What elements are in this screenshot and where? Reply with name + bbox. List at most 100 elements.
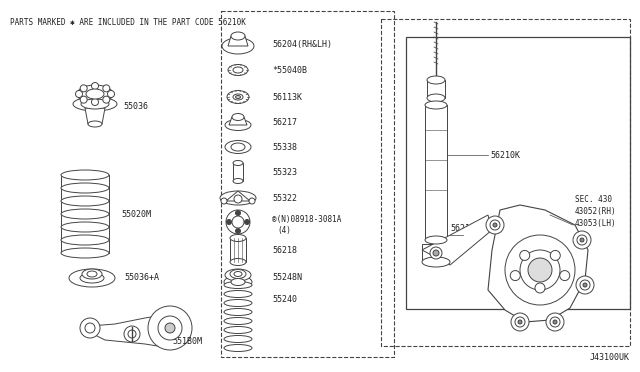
- Polygon shape: [488, 205, 588, 322]
- Ellipse shape: [228, 64, 248, 76]
- Circle shape: [520, 250, 560, 290]
- Ellipse shape: [425, 101, 447, 109]
- Ellipse shape: [233, 179, 243, 183]
- Text: 56210K: 56210K: [490, 151, 520, 160]
- Circle shape: [92, 99, 99, 106]
- Ellipse shape: [236, 96, 241, 99]
- Text: 55248N: 55248N: [272, 273, 302, 282]
- Bar: [406, 37, 630, 309]
- Ellipse shape: [69, 269, 115, 287]
- Circle shape: [80, 85, 87, 92]
- Circle shape: [232, 216, 244, 228]
- Polygon shape: [228, 36, 248, 46]
- Bar: [425, 105, 447, 240]
- Text: SEC. 430: SEC. 430: [575, 195, 612, 204]
- Polygon shape: [85, 108, 105, 124]
- Ellipse shape: [82, 269, 102, 279]
- Ellipse shape: [61, 248, 109, 258]
- Ellipse shape: [224, 344, 252, 352]
- Polygon shape: [229, 117, 247, 125]
- Circle shape: [580, 280, 590, 290]
- Circle shape: [576, 276, 594, 294]
- Circle shape: [103, 85, 110, 92]
- Circle shape: [580, 238, 584, 242]
- Ellipse shape: [224, 282, 252, 289]
- Circle shape: [244, 219, 250, 224]
- Circle shape: [583, 283, 587, 287]
- Ellipse shape: [230, 234, 246, 241]
- Circle shape: [80, 96, 87, 103]
- Ellipse shape: [73, 97, 117, 111]
- Circle shape: [550, 250, 560, 260]
- Ellipse shape: [222, 38, 254, 54]
- Circle shape: [158, 316, 182, 340]
- Ellipse shape: [224, 336, 252, 343]
- Ellipse shape: [80, 273, 104, 283]
- Circle shape: [433, 250, 439, 256]
- Ellipse shape: [61, 235, 109, 245]
- Ellipse shape: [77, 85, 113, 103]
- Circle shape: [535, 283, 545, 293]
- Ellipse shape: [61, 222, 109, 232]
- Ellipse shape: [224, 308, 252, 315]
- Ellipse shape: [224, 291, 252, 298]
- Ellipse shape: [224, 327, 252, 334]
- Ellipse shape: [234, 272, 242, 276]
- Text: 56113K: 56113K: [272, 93, 302, 102]
- Circle shape: [234, 195, 242, 203]
- Text: J43100UK: J43100UK: [590, 353, 630, 362]
- Ellipse shape: [231, 143, 245, 151]
- Circle shape: [528, 258, 552, 282]
- Ellipse shape: [61, 196, 109, 206]
- Circle shape: [236, 228, 241, 234]
- Circle shape: [550, 317, 560, 327]
- Bar: [381, 19, 630, 346]
- Ellipse shape: [231, 279, 245, 285]
- Text: 55036+A: 55036+A: [124, 273, 159, 282]
- Ellipse shape: [224, 276, 252, 288]
- Circle shape: [490, 220, 500, 230]
- Circle shape: [505, 235, 575, 305]
- Circle shape: [128, 330, 136, 338]
- Circle shape: [108, 90, 115, 97]
- Ellipse shape: [225, 269, 251, 281]
- Text: 55323: 55323: [272, 167, 297, 176]
- Ellipse shape: [427, 94, 445, 102]
- Ellipse shape: [87, 271, 97, 277]
- Text: 551B0M: 551B0M: [172, 337, 202, 346]
- Ellipse shape: [422, 257, 450, 267]
- Circle shape: [511, 313, 529, 331]
- Bar: [422, 244, 450, 262]
- Ellipse shape: [425, 236, 447, 244]
- Circle shape: [124, 326, 140, 342]
- Text: ®(N)08918-3081A: ®(N)08918-3081A: [272, 215, 341, 224]
- Circle shape: [92, 83, 99, 90]
- Text: PARTS MARKED ✱ ARE INCLUDED IN THE PART CODE 56210K: PARTS MARKED ✱ ARE INCLUDED IN THE PART …: [10, 18, 246, 27]
- Polygon shape: [85, 314, 190, 348]
- Ellipse shape: [232, 113, 244, 121]
- Circle shape: [80, 318, 100, 338]
- Circle shape: [430, 247, 442, 259]
- Ellipse shape: [233, 94, 243, 100]
- Circle shape: [546, 313, 564, 331]
- Text: 55322: 55322: [272, 193, 297, 202]
- Ellipse shape: [230, 269, 246, 279]
- Circle shape: [515, 317, 525, 327]
- Circle shape: [560, 270, 570, 280]
- Circle shape: [493, 223, 497, 227]
- Ellipse shape: [233, 67, 243, 73]
- Ellipse shape: [220, 191, 256, 205]
- Polygon shape: [226, 191, 250, 201]
- Polygon shape: [422, 215, 492, 265]
- Ellipse shape: [427, 76, 445, 84]
- Circle shape: [249, 198, 255, 204]
- Ellipse shape: [88, 121, 102, 127]
- Circle shape: [518, 320, 522, 324]
- Text: 55020M: 55020M: [121, 209, 151, 218]
- Bar: [221, 11, 394, 357]
- Text: 43052(RH): 43052(RH): [575, 207, 616, 216]
- Ellipse shape: [61, 183, 109, 193]
- Ellipse shape: [224, 317, 252, 324]
- Bar: [427, 80, 445, 98]
- Ellipse shape: [230, 259, 246, 266]
